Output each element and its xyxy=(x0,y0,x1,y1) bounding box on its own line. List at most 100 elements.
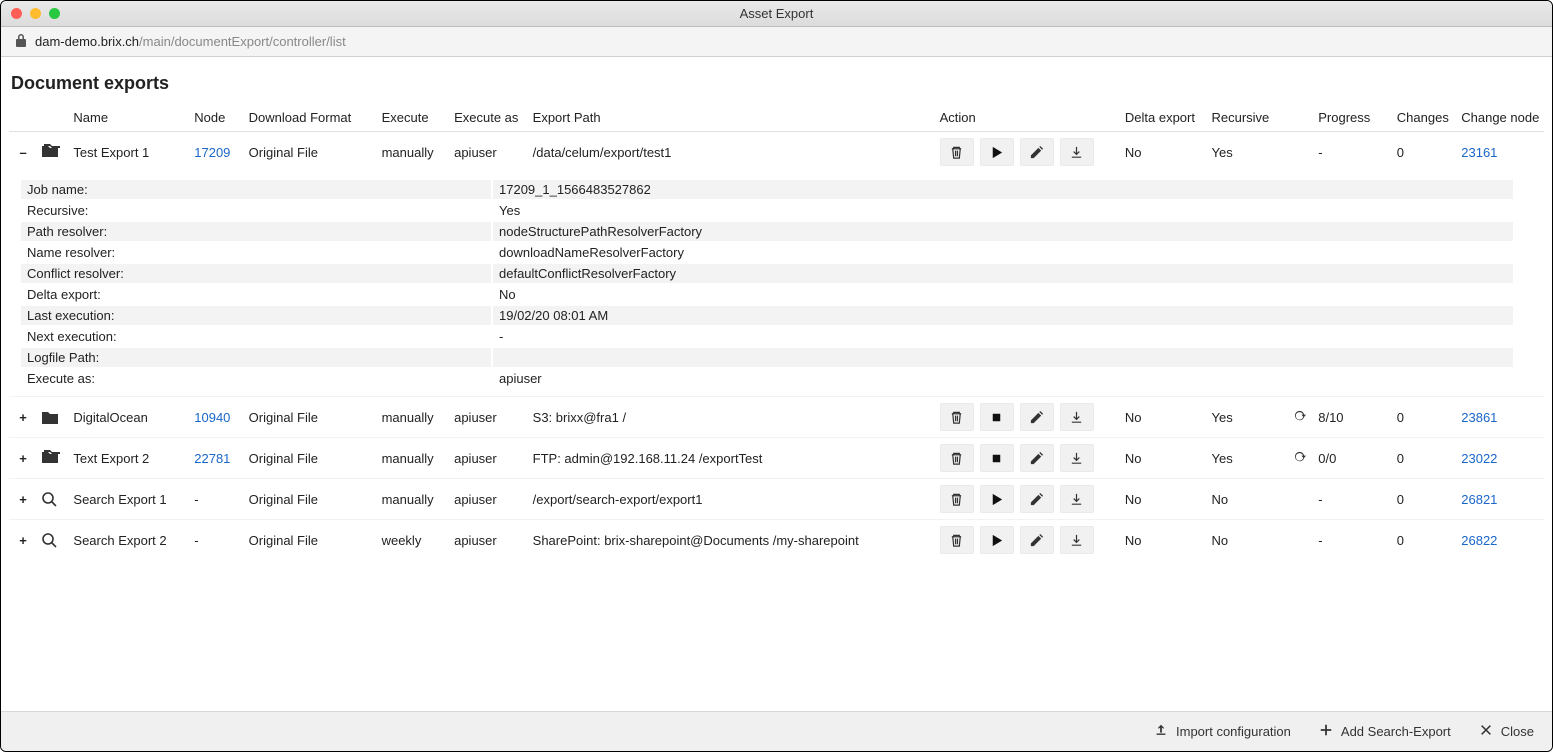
page-title: Document exports xyxy=(11,73,1544,94)
edit-button[interactable] xyxy=(1020,403,1054,431)
cell-export-path: /data/celum/export/test1 xyxy=(529,132,936,173)
detail-value: - xyxy=(493,327,1513,346)
refresh-icon xyxy=(1288,132,1314,173)
cell-execute: manually xyxy=(378,132,451,173)
edit-button[interactable] xyxy=(1020,485,1054,513)
add-search-export-label: Add Search-Export xyxy=(1341,724,1451,739)
cell-node[interactable]: 10940 xyxy=(190,397,244,438)
download-button[interactable] xyxy=(1060,138,1094,166)
cell-changes: 0 xyxy=(1393,438,1457,479)
expand-toggle[interactable]: + xyxy=(9,438,37,479)
cell-change-node[interactable]: 23161 xyxy=(1457,132,1544,173)
close-window-icon[interactable] xyxy=(11,8,22,19)
delete-button[interactable] xyxy=(940,485,974,513)
refresh-icon xyxy=(1288,438,1314,479)
cell-changes: 0 xyxy=(1393,520,1457,561)
app-window: Asset Export dam-demo.brix.ch/main/docum… xyxy=(0,0,1553,752)
delete-button[interactable] xyxy=(940,444,974,472)
title-bar: Asset Export xyxy=(1,1,1552,27)
cell-execute-as: apiuser xyxy=(450,438,529,479)
run-button[interactable] xyxy=(980,485,1014,513)
detail-label: Path resolver: xyxy=(21,222,491,241)
col-export-path[interactable]: Export Path xyxy=(529,104,936,132)
cell-change-node[interactable]: 23861 xyxy=(1457,397,1544,438)
cell-execute: manually xyxy=(378,397,451,438)
detail-label: Last execution: xyxy=(21,306,491,325)
address-text: dam-demo.brix.ch/main/documentExport/con… xyxy=(35,34,346,49)
table-row: +Text Export 222781Original Filemanually… xyxy=(9,438,1544,479)
window-controls xyxy=(11,8,60,19)
col-change-node[interactable]: Change node xyxy=(1457,104,1544,132)
cell-progress: 8/10 xyxy=(1314,397,1393,438)
col-progress[interactable]: Progress xyxy=(1314,104,1393,132)
run-button[interactable] xyxy=(980,526,1014,554)
delete-button[interactable] xyxy=(940,138,974,166)
cell-execute: manually xyxy=(378,479,451,520)
expand-toggle[interactable]: + xyxy=(9,520,37,561)
maximize-window-icon[interactable] xyxy=(49,8,60,19)
refresh-icon xyxy=(1288,520,1314,561)
table-row: –Test Export 117209Original Filemanually… xyxy=(9,132,1544,173)
run-button[interactable] xyxy=(980,138,1014,166)
lock-icon xyxy=(15,33,27,50)
col-node[interactable]: Node xyxy=(190,104,244,132)
edit-button[interactable] xyxy=(1020,526,1054,554)
download-button[interactable] xyxy=(1060,403,1094,431)
cell-delta-export: No xyxy=(1121,438,1208,479)
cell-delta-export: No xyxy=(1121,479,1208,520)
cell-change-node[interactable]: 23022 xyxy=(1457,438,1544,479)
download-button[interactable] xyxy=(1060,526,1094,554)
download-button[interactable] xyxy=(1060,485,1094,513)
detail-value: No xyxy=(493,285,1513,304)
cell-export-path: SharePoint: brix-sharepoint@Documents /m… xyxy=(529,520,936,561)
cell-actions xyxy=(936,479,1121,520)
cell-change-node[interactable]: 26822 xyxy=(1457,520,1544,561)
edit-button[interactable] xyxy=(1020,444,1054,472)
cell-download-format: Original File xyxy=(245,520,378,561)
col-changes[interactable]: Changes xyxy=(1393,104,1457,132)
col-execute-as[interactable]: Execute as xyxy=(450,104,529,132)
col-recursive[interactable]: Recursive xyxy=(1207,104,1288,132)
footer-bar: Import configuration Add Search-Export C… xyxy=(1,711,1552,751)
import-configuration-button[interactable]: Import configuration xyxy=(1154,723,1291,740)
edit-button[interactable] xyxy=(1020,138,1054,166)
cell-change-node[interactable]: 26821 xyxy=(1457,479,1544,520)
cell-progress: - xyxy=(1314,520,1393,561)
add-search-export-button[interactable]: Add Search-Export xyxy=(1319,723,1451,740)
cell-download-format: Original File xyxy=(245,132,378,173)
close-button[interactable]: Close xyxy=(1479,723,1534,740)
cell-node[interactable]: 22781 xyxy=(190,438,244,479)
table-row: +Search Export 2-Original Fileweeklyapiu… xyxy=(9,520,1544,561)
stop-button[interactable] xyxy=(980,403,1014,431)
detail-label: Execute as: xyxy=(21,369,491,388)
col-delta-export[interactable]: Delta export xyxy=(1121,104,1208,132)
cell-download-format: Original File xyxy=(245,479,378,520)
cell-delta-export: No xyxy=(1121,397,1208,438)
table-row: +DigitalOcean10940Original Filemanuallya… xyxy=(9,397,1544,438)
detail-value: downloadNameResolverFactory xyxy=(493,243,1513,262)
cell-node[interactable]: - xyxy=(190,479,244,520)
minimize-window-icon[interactable] xyxy=(30,8,41,19)
col-name[interactable]: Name xyxy=(69,104,190,132)
detail-value: Yes xyxy=(493,201,1513,220)
cell-download-format: Original File xyxy=(245,438,378,479)
delete-button[interactable] xyxy=(940,526,974,554)
cell-changes: 0 xyxy=(1393,479,1457,520)
detail-label: Conflict resolver: xyxy=(21,264,491,283)
expand-toggle[interactable]: + xyxy=(9,397,37,438)
detail-value xyxy=(493,348,1513,367)
expand-toggle[interactable]: – xyxy=(9,132,37,173)
col-action[interactable]: Action xyxy=(936,104,1121,132)
cell-execute-as: apiuser xyxy=(450,479,529,520)
stop-button[interactable] xyxy=(980,444,1014,472)
col-download-format[interactable]: Download Format xyxy=(245,104,378,132)
delete-button[interactable] xyxy=(940,403,974,431)
cell-node[interactable]: 17209 xyxy=(190,132,244,173)
detail-value: nodeStructurePathResolverFactory xyxy=(493,222,1513,241)
download-button[interactable] xyxy=(1060,444,1094,472)
col-execute[interactable]: Execute xyxy=(378,104,451,132)
folder-icon xyxy=(37,438,69,479)
address-host: dam-demo.brix.ch xyxy=(35,34,139,49)
cell-node[interactable]: - xyxy=(190,520,244,561)
expand-toggle[interactable]: + xyxy=(9,479,37,520)
